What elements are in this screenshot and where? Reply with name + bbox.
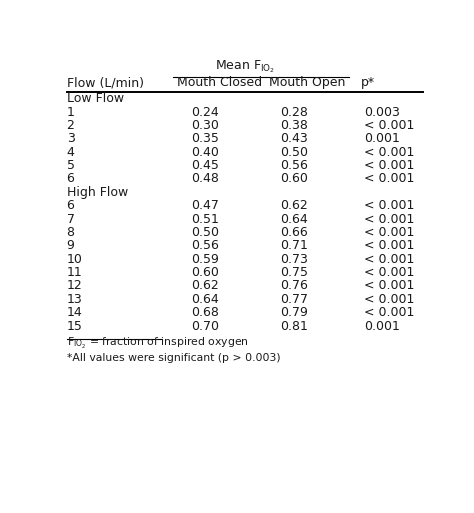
Text: 0.79: 0.79 xyxy=(280,306,308,319)
Text: 0.003: 0.003 xyxy=(364,106,400,119)
Text: Low Flow: Low Flow xyxy=(66,92,124,105)
Text: 0.68: 0.68 xyxy=(191,306,219,319)
Text: 13: 13 xyxy=(66,293,82,306)
Text: < 0.001: < 0.001 xyxy=(364,159,415,172)
Text: 0.48: 0.48 xyxy=(191,172,219,185)
Text: < 0.001: < 0.001 xyxy=(364,146,415,159)
Text: 11: 11 xyxy=(66,266,82,279)
Text: Mouth Open: Mouth Open xyxy=(269,76,345,89)
Text: < 0.001: < 0.001 xyxy=(364,253,415,266)
Text: < 0.001: < 0.001 xyxy=(364,199,415,212)
Text: 12: 12 xyxy=(66,280,82,292)
Text: 0.30: 0.30 xyxy=(191,119,219,132)
Text: < 0.001: < 0.001 xyxy=(364,172,415,185)
Text: F$_{\mathregular{IO}_2}$ = fraction of inspired oxygen: F$_{\mathregular{IO}_2}$ = fraction of i… xyxy=(66,336,248,350)
Text: 0.35: 0.35 xyxy=(191,132,219,145)
Text: < 0.001: < 0.001 xyxy=(364,293,415,306)
Text: < 0.001: < 0.001 xyxy=(364,240,415,252)
Text: 0.59: 0.59 xyxy=(191,253,219,266)
Text: 0.56: 0.56 xyxy=(191,240,219,252)
Text: 7: 7 xyxy=(66,212,74,226)
Text: 14: 14 xyxy=(66,306,82,319)
Text: Flow (L/min): Flow (L/min) xyxy=(66,76,144,89)
Text: 0.64: 0.64 xyxy=(280,212,308,226)
Text: 0.24: 0.24 xyxy=(191,106,219,119)
Text: 0.43: 0.43 xyxy=(280,132,308,145)
Text: 0.38: 0.38 xyxy=(280,119,308,132)
Text: 0.62: 0.62 xyxy=(280,199,308,212)
Text: 0.40: 0.40 xyxy=(191,146,219,159)
Text: Mean F$_{\mathregular{IO}_2}$: Mean F$_{\mathregular{IO}_2}$ xyxy=(215,59,275,75)
Text: 15: 15 xyxy=(66,320,82,332)
Text: 10: 10 xyxy=(66,253,82,266)
Text: 6: 6 xyxy=(66,199,74,212)
Text: < 0.001: < 0.001 xyxy=(364,212,415,226)
Text: 4: 4 xyxy=(66,146,74,159)
Text: 8: 8 xyxy=(66,226,74,239)
Text: 6: 6 xyxy=(66,172,74,185)
Text: Mouth Closed: Mouth Closed xyxy=(177,76,262,89)
Text: < 0.001: < 0.001 xyxy=(364,119,415,132)
Text: < 0.001: < 0.001 xyxy=(364,226,415,239)
Text: 0.71: 0.71 xyxy=(280,240,308,252)
Text: 0.45: 0.45 xyxy=(191,159,219,172)
Text: 0.77: 0.77 xyxy=(280,293,308,306)
Text: 3: 3 xyxy=(66,132,74,145)
Text: < 0.001: < 0.001 xyxy=(364,266,415,279)
Text: 0.001: 0.001 xyxy=(364,320,400,332)
Text: 0.60: 0.60 xyxy=(191,266,219,279)
Text: 0.76: 0.76 xyxy=(280,280,308,292)
Text: *All values were significant (p > 0.003): *All values were significant (p > 0.003) xyxy=(66,353,280,363)
Text: 5: 5 xyxy=(66,159,74,172)
Text: 1: 1 xyxy=(66,106,74,119)
Text: 0.70: 0.70 xyxy=(191,320,219,332)
Text: 2: 2 xyxy=(66,119,74,132)
Text: 0.66: 0.66 xyxy=(280,226,308,239)
Text: 0.62: 0.62 xyxy=(191,280,219,292)
Text: < 0.001: < 0.001 xyxy=(364,280,415,292)
Text: 0.81: 0.81 xyxy=(280,320,308,332)
Text: p*: p* xyxy=(360,76,374,89)
Text: 0.28: 0.28 xyxy=(280,106,308,119)
Text: 0.60: 0.60 xyxy=(280,172,308,185)
Text: 0.56: 0.56 xyxy=(280,159,308,172)
Text: 0.51: 0.51 xyxy=(191,212,219,226)
Text: 0.64: 0.64 xyxy=(191,293,219,306)
Text: High Flow: High Flow xyxy=(66,186,128,199)
Text: 0.73: 0.73 xyxy=(280,253,308,266)
Text: 0.50: 0.50 xyxy=(191,226,219,239)
Text: 0.001: 0.001 xyxy=(364,132,400,145)
Text: < 0.001: < 0.001 xyxy=(364,306,415,319)
Text: 0.75: 0.75 xyxy=(280,266,308,279)
Text: 9: 9 xyxy=(66,240,74,252)
Text: 0.47: 0.47 xyxy=(191,199,219,212)
Text: 0.50: 0.50 xyxy=(280,146,308,159)
